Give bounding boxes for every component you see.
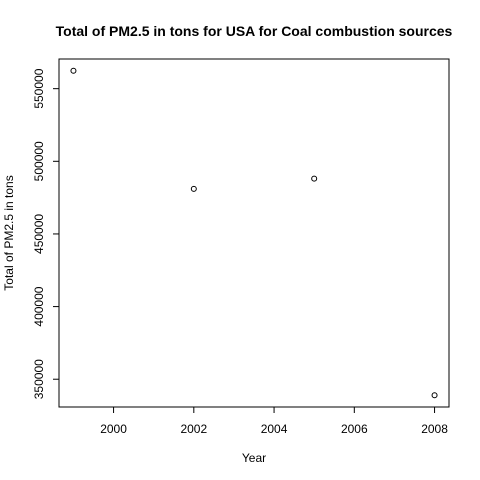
- data-points: [70, 67, 438, 399]
- data-point: [311, 175, 318, 182]
- data-point: [70, 67, 77, 74]
- x-tick-label: 2006: [341, 422, 368, 436]
- y-tick-label: 350000: [32, 359, 46, 399]
- chart-title: Total of PM2.5 in tons for USA for Coal …: [56, 23, 453, 39]
- y-tick-label: 450000: [32, 214, 46, 254]
- y-axis-label: Total of PM2.5 in tons: [2, 175, 16, 290]
- y-tick-label: 400000: [32, 286, 46, 326]
- data-point: [431, 392, 438, 399]
- y-tick-label: 500000: [32, 141, 46, 181]
- x-axis-label: Year: [242, 451, 266, 465]
- x-tick-label: 2000: [100, 422, 127, 436]
- x-tick-label: 2008: [421, 422, 448, 436]
- x-tick-label: 2002: [180, 422, 207, 436]
- y-axis: 350000 400000 450000 500000 550000: [32, 68, 59, 399]
- x-axis: 2000 2002 2004 2006 2008: [100, 407, 448, 436]
- y-tick-label: 550000: [32, 68, 46, 108]
- x-tick-label: 2004: [261, 422, 288, 436]
- data-point: [190, 185, 197, 192]
- plot-frame: [58, 58, 450, 408]
